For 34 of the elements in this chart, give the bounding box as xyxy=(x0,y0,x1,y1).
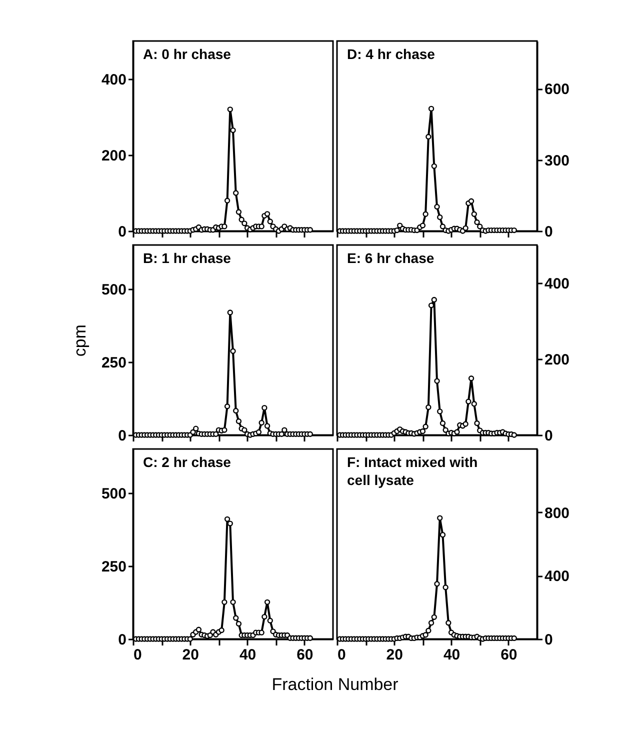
x-tick-label: 0 xyxy=(338,646,346,664)
chart-title: B: 1 hr chase xyxy=(143,250,232,266)
y2-tick-label: 0 xyxy=(544,224,553,240)
chart-title: C: 2 hr chase xyxy=(143,454,232,470)
y-tick-label: 250 xyxy=(101,558,126,576)
y-tick-label: 200 xyxy=(101,148,126,164)
x-tick-label: 40 xyxy=(443,646,460,664)
y-tick-label: 250 xyxy=(101,354,126,372)
x-tick-label: 60 xyxy=(296,646,314,664)
y2-tick-label: 400 xyxy=(544,276,570,292)
y2-tick-label: 0 xyxy=(544,632,553,648)
y2-tick-label: 800 xyxy=(544,504,570,522)
y-tick-label: 0 xyxy=(118,632,126,648)
y-tick-label: 500 xyxy=(101,485,126,502)
y2-tick-label: 600 xyxy=(544,81,570,98)
chart-title: D: 4 hr chase xyxy=(347,46,436,62)
x-tick-label: 40 xyxy=(239,646,256,664)
chart-title: A: 0 hr chase xyxy=(143,46,232,62)
y2-tick-label: 300 xyxy=(544,152,570,170)
y-tick-label: 0 xyxy=(118,428,126,444)
y-tick-label: 500 xyxy=(101,281,126,298)
y2-tick-label: 0 xyxy=(544,428,553,444)
y-axis-title: cpm xyxy=(70,324,90,357)
x-axis-title: Fraction Number xyxy=(272,674,399,694)
x-tick-label: 20 xyxy=(386,646,403,664)
y-tick-label: 400 xyxy=(101,72,126,88)
x-tick-label: 60 xyxy=(500,646,518,664)
x-tick-label: 20 xyxy=(182,646,199,664)
y2-tick-label: 200 xyxy=(544,352,570,368)
chart-title: E: 6 hr chase xyxy=(347,250,434,266)
y-tick-label: 0 xyxy=(118,224,126,240)
text: F: Intact mixed with cell lysate xyxy=(347,454,478,488)
y2-tick-label: 400 xyxy=(544,568,570,586)
x-tick-label: 0 xyxy=(134,646,142,664)
